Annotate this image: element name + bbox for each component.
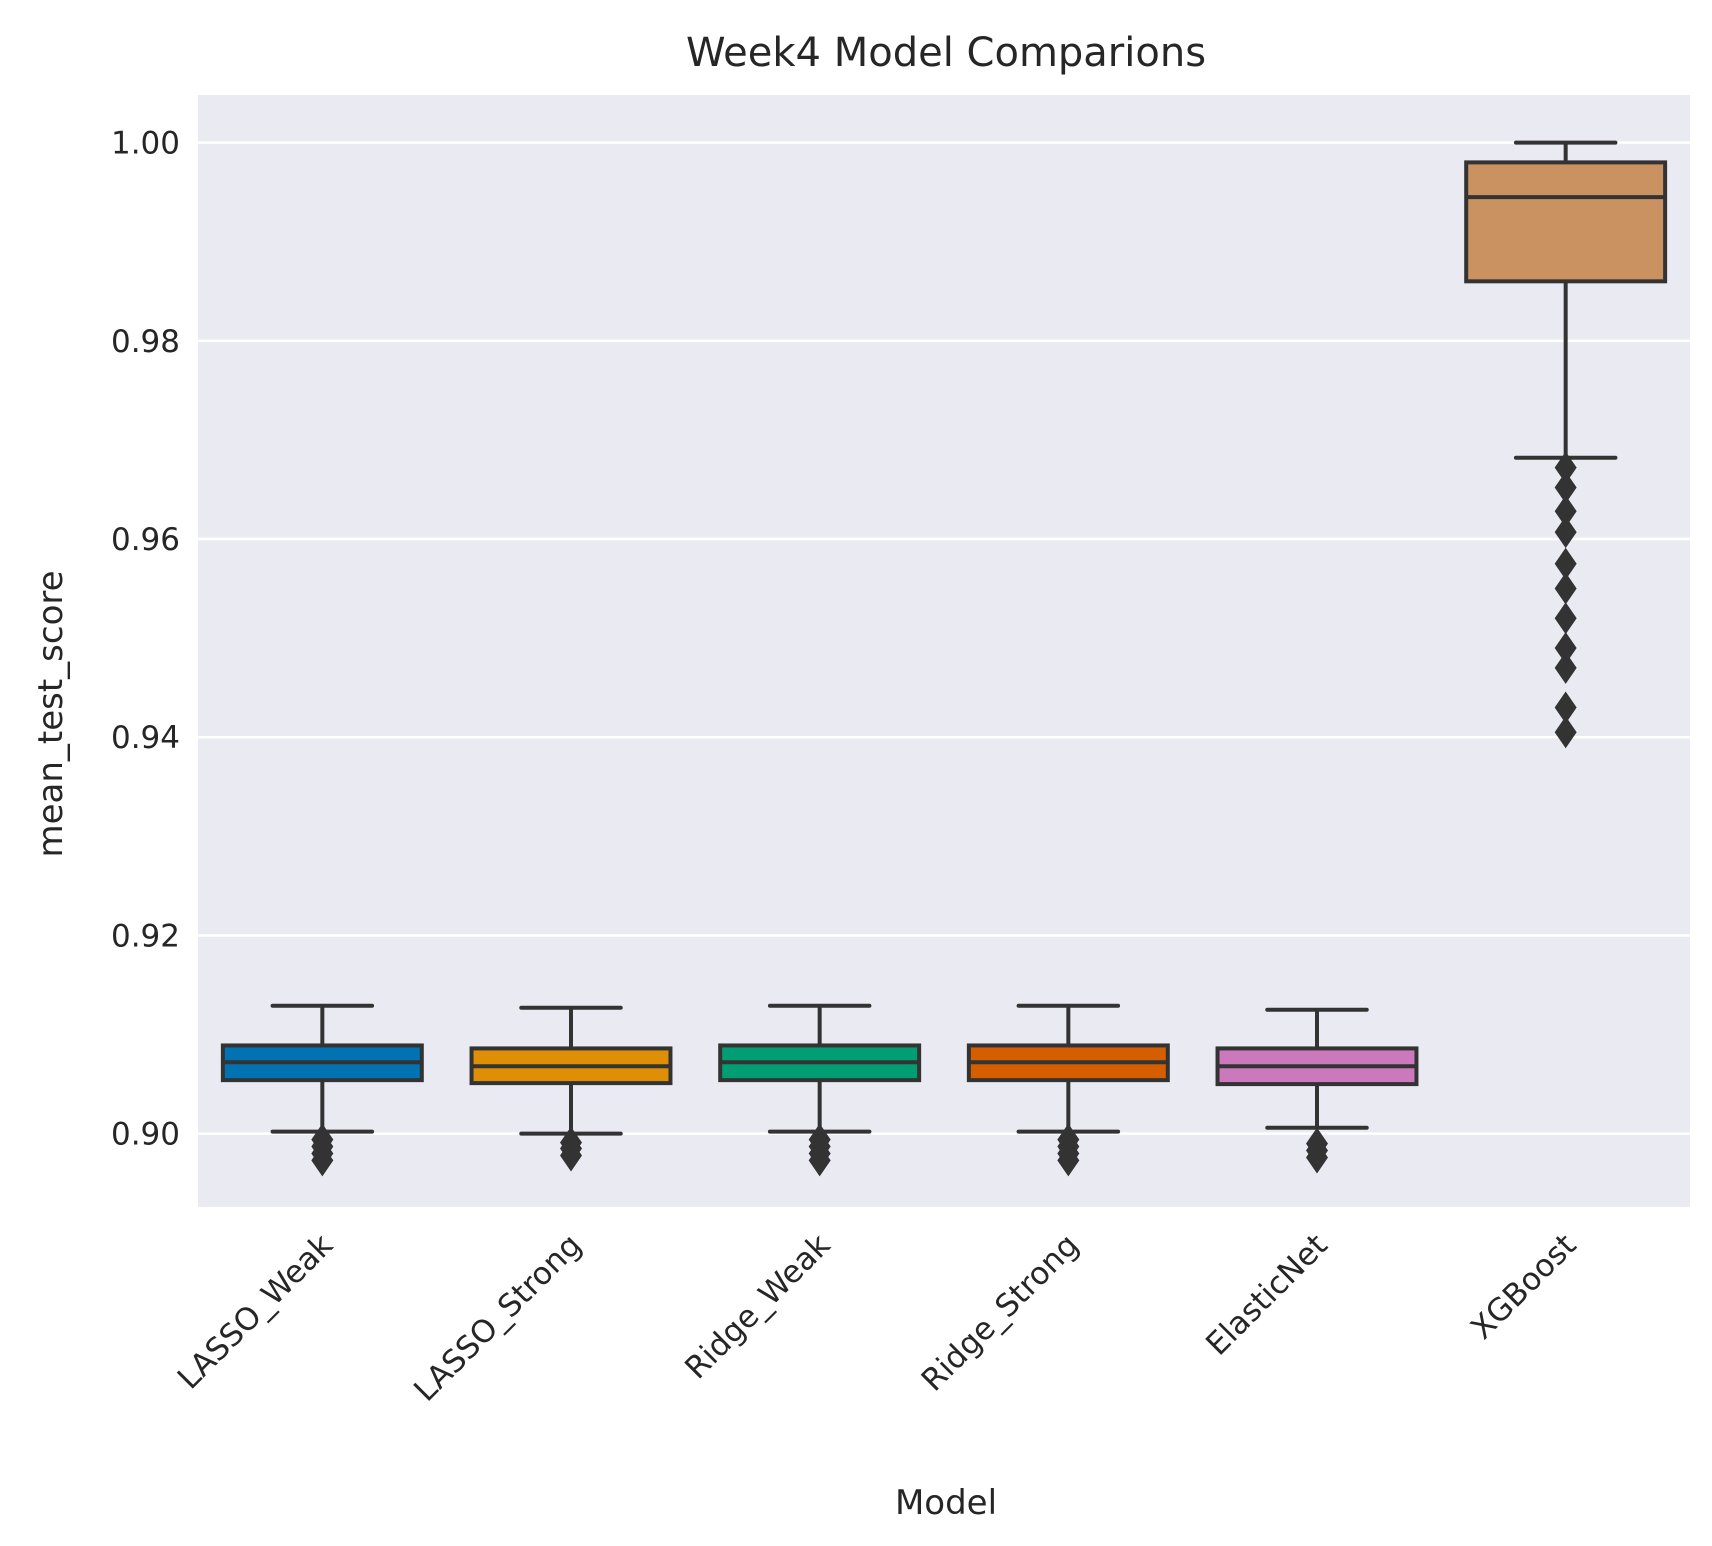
outlier-point: [1554, 495, 1577, 528]
y-tick-label: 0.90: [111, 1117, 180, 1153]
outlier-point: [311, 1123, 334, 1156]
outlier-point: [808, 1123, 831, 1156]
y-tick-label: 0.98: [111, 324, 180, 360]
y-tick-label: 0.94: [111, 720, 180, 756]
box-XGBoost: [1464, 160, 1668, 284]
plot-background: [198, 95, 1690, 1207]
outlier-point: [560, 1126, 582, 1159]
outlier-point: [1554, 572, 1577, 605]
outlier-point: [1554, 547, 1577, 580]
outlier-point: [1554, 602, 1577, 635]
outlier-point: [1554, 716, 1577, 749]
outlier-point: [1554, 451, 1577, 484]
outlier-point: [1554, 651, 1577, 684]
x-axis-label: Model: [895, 1483, 997, 1523]
outlier-point: [1554, 516, 1577, 549]
outlier-point: [1554, 632, 1577, 665]
chart-title: Week4 Model Comparions: [686, 30, 1206, 76]
y-tick-label: 0.96: [111, 522, 180, 558]
outlier-point: [1554, 691, 1577, 724]
outlier-point: [1057, 1123, 1080, 1156]
outlier-point: [1306, 1127, 1328, 1160]
y-axis-label: mean_test_score: [31, 570, 71, 857]
y-tick-label: 1.00: [111, 126, 180, 162]
outlier-point: [1554, 471, 1577, 504]
y-tick-label: 0.92: [111, 918, 180, 954]
